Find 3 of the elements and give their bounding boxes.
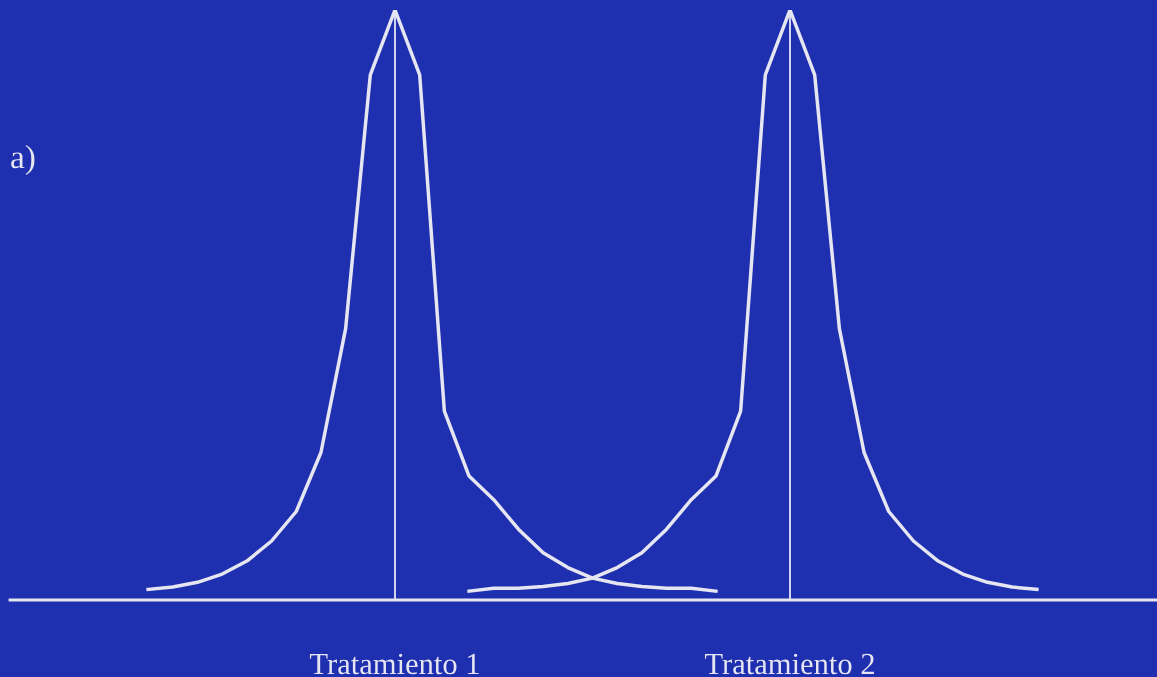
x-tick-label: Tratamiento 1 (309, 653, 479, 675)
x-tick-label: Tratamiento 2 (704, 653, 874, 675)
annotation: a) (11, 144, 35, 176)
